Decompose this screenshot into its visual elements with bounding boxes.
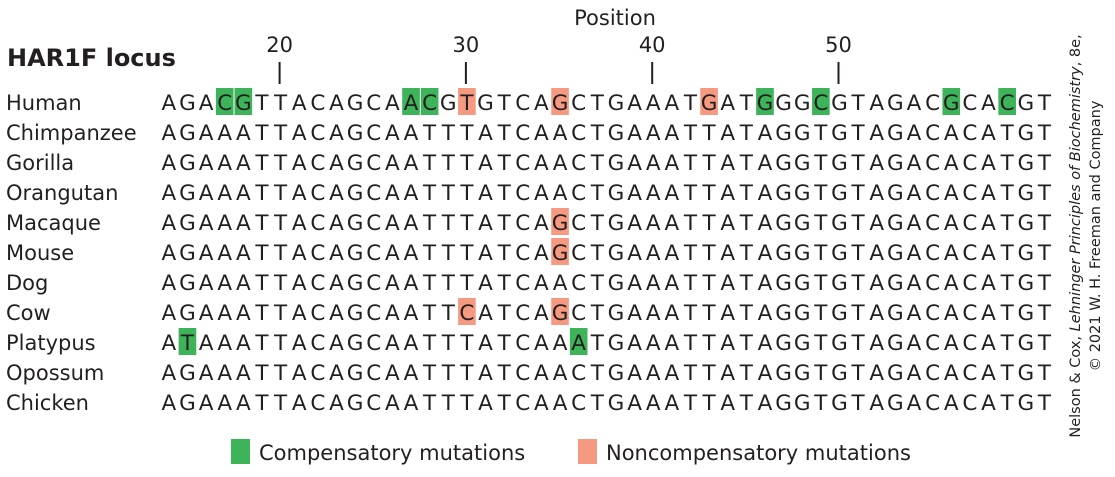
- noncompensatory-mutation-box: [458, 298, 476, 325]
- species-name: Orangutan: [6, 181, 118, 205]
- noncompensatory-mutation-box: [551, 208, 569, 235]
- compensatory-mutation-box: [402, 88, 420, 115]
- species-name: Dog: [6, 271, 48, 295]
- sequence-row: AGAAATTACAGCAATTTATCAACTGAAATTATAGGTGTAG…: [161, 391, 1051, 416]
- species-name: Opossum: [6, 361, 104, 385]
- tick-label-20: 20: [266, 33, 293, 57]
- compensatory-swatch: [231, 439, 250, 464]
- species-name: Chimpanzee: [6, 121, 137, 145]
- sequence-row: AGAAATTACAGCAATTTATCAACTGAAATTATAGGTGTAG…: [161, 121, 1051, 146]
- compensatory-mutation-box: [998, 88, 1016, 115]
- compensatory-mutation-box: [812, 88, 830, 115]
- compensatory-mutation-box: [215, 88, 234, 115]
- noncompensatory-mutation-box: [551, 238, 569, 265]
- noncompensatory-mutation-box: [700, 88, 718, 115]
- species-name: Chicken: [6, 391, 89, 415]
- compensatory-mutation-box: [569, 328, 588, 355]
- compensatory-mutation-box: [420, 88, 439, 115]
- locus-title: HAR1F locus: [7, 44, 176, 72]
- compensatory-mutation-box: [178, 328, 197, 355]
- sequence-row: AGAAATTACAGCAATTTATCAGCTGAAATTATAGGTGTAG…: [161, 211, 1051, 236]
- compensatory-mutation-box: [234, 88, 253, 115]
- tick-label-50: 50: [825, 33, 852, 57]
- credit-line-1: Nelson & Cox, Lehninger Principles of Bi…: [1068, 34, 1084, 437]
- noncompensatory-mutation-box: [458, 88, 476, 115]
- compensatory-legend-label: Compensatory mutations: [259, 441, 525, 465]
- tick-label-30: 30: [453, 33, 480, 57]
- mutation-highlights: [178, 88, 1016, 355]
- sequences: AGACGTTACAGCAACGTGTCAGCTGAAATGATGGGCGTAG…: [161, 91, 1051, 416]
- compensatory-mutation-box: [756, 88, 774, 115]
- species-name: Platypus: [6, 331, 96, 355]
- species-name: Macaque: [6, 211, 101, 235]
- noncompensatory-mutation-box: [551, 298, 569, 325]
- sequence-row: AGACGTTACAGCAACGTGTCAGCTGAAATGATGGGCGTAG…: [161, 91, 1051, 116]
- sequence-row: AGAAATTACAGCAATTTATCAACTGAAATTATAGGTGTAG…: [161, 181, 1051, 206]
- species-name: Cow: [6, 301, 51, 325]
- compensatory-mutation-box: [942, 88, 961, 115]
- species-name: Human: [6, 91, 82, 115]
- copyright-credit: Nelson & Cox, Lehninger Principles of Bi…: [1068, 34, 1104, 437]
- legend: Compensatory mutations Noncompensatory m…: [231, 439, 911, 465]
- sequence-row: AGAAATTACAGCAATTCATCAGCTGAAATTATAGGTGTAG…: [161, 301, 1051, 326]
- noncompensatory-mutation-box: [551, 88, 569, 115]
- sequence-row: AGAAATTACAGCAATTTATCAACTGAAATTATAGGTGTAG…: [161, 151, 1051, 176]
- species-names: Human Chimpanzee Gorilla Orangutan Macaque Mo…: [6, 91, 137, 415]
- sequence-row: AGAAATTACAGCAATTTATCAACTGAAATTATAGGTGTAG…: [161, 271, 1051, 296]
- position-ticks: 20 30 40 50: [266, 33, 852, 84]
- sequence-row: AGAAATTACAGCAATTTATCAACTGAAATTATAGGTGTAG…: [161, 361, 1051, 386]
- noncompensatory-legend-label: Noncompensatory mutations: [606, 441, 911, 465]
- tick-label-40: 40: [639, 33, 666, 57]
- sequence-row: ATAAATTACAGCAATTTATCAAATGAAATTATAGGTGTAG…: [161, 331, 1051, 356]
- species-name: Mouse: [6, 241, 74, 265]
- position-axis-label: Position: [574, 6, 656, 30]
- credit-line-2: © 2021 W. H. Freeman and Company: [1088, 100, 1104, 371]
- species-name: Gorilla: [6, 151, 74, 175]
- sequence-row: AGAAATTACAGCAATTTATCAGCTGAAATTATAGGTGTAG…: [161, 241, 1051, 266]
- noncompensatory-swatch: [578, 439, 597, 464]
